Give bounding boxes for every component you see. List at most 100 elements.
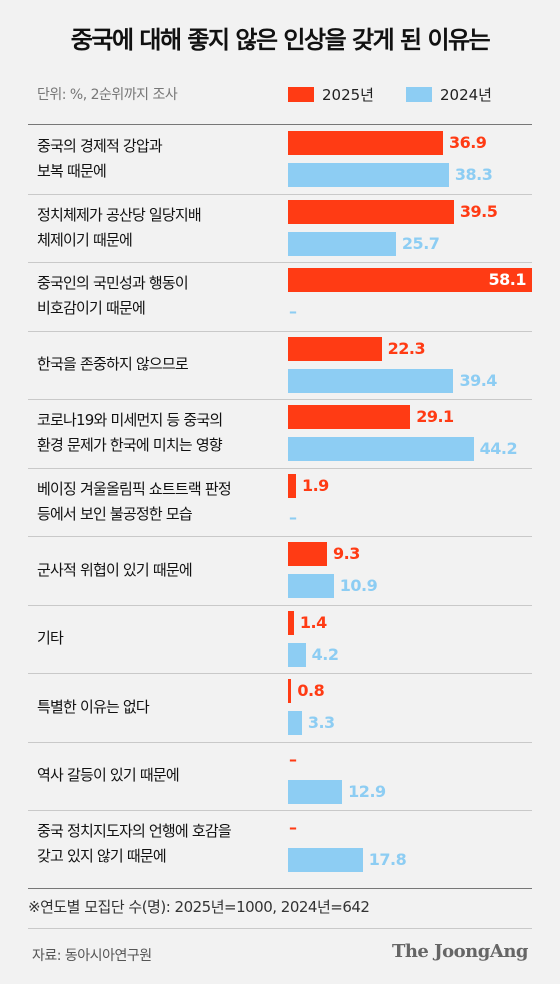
chart-row: 군사적 위협이 있기 때문에 9.3 10.9 <box>28 536 532 605</box>
bar <box>288 268 532 293</box>
data-label: 39.5 <box>459 201 498 221</box>
category-label-line: 군사적 위협이 있기 때문에 <box>37 560 193 579</box>
bar <box>288 711 302 736</box>
chart-title: 중국에 대해 좋지 않은 인상을 갖게 된 이유는 <box>70 26 491 54</box>
bar <box>288 473 296 498</box>
row-divider <box>28 330 532 332</box>
chart-row: 중국 정치지도자의 언행에 호감을 갖고 있지 않기 때문에 –17.8 <box>28 810 532 879</box>
data-label: 25.7 <box>401 233 440 253</box>
bar <box>288 231 396 256</box>
bar <box>288 131 443 156</box>
legend-item-2025: 2025년 <box>288 84 374 105</box>
row-divider <box>28 262 532 263</box>
bottom-rule <box>28 888 532 889</box>
category-label: 기타 <box>37 626 277 651</box>
data-label: – <box>289 749 297 769</box>
data-label: 1.4 <box>299 612 327 632</box>
chart-row: 기타 1.4 4.2 <box>28 605 532 674</box>
legend-swatch-2025 <box>288 87 314 102</box>
row-divider <box>28 399 532 400</box>
chart-row: 특별한 이유는 없다 0.8 3.3 <box>28 673 532 742</box>
unit-note: 단위: %, 2순위까지 조사 <box>37 87 178 103</box>
data-label: – <box>289 302 297 322</box>
bar <box>288 542 328 567</box>
data-label: 44.2 <box>479 439 518 459</box>
bar <box>288 848 363 873</box>
data-label: 0.8 <box>297 681 325 701</box>
bar <box>288 199 454 224</box>
data-label: – <box>289 818 297 838</box>
category-label: 특별한 이유는 없다 <box>37 695 277 720</box>
footnote: ※연도별 모집단 수(명): 2025년=1000, 2024년=642 <box>28 898 370 916</box>
chart-row: 역사 갈등이 있기 때문에 – 12.9 <box>28 742 532 811</box>
bar <box>288 405 411 430</box>
row-divider <box>28 193 532 195</box>
data-label: 9.3 <box>333 544 360 564</box>
footer-rule <box>28 928 532 929</box>
category-label-line: 정치체제가 공산당 일당지배 <box>37 205 202 224</box>
category-label-line: 갖고 있지 않기 때문에 <box>37 847 167 866</box>
data-label: 39.4 <box>459 370 497 390</box>
category-label-line: 중국 정치지도자의 언행에 호감을 <box>37 822 232 841</box>
data-label: 36.9 <box>448 133 487 153</box>
row-divider <box>28 536 532 537</box>
legend-label-2025: 2025년 <box>322 86 374 104</box>
data-label: 3.3 <box>307 713 335 733</box>
chart-row: 한국을 존중하지 않으므로 22.3 39.4 <box>28 331 532 400</box>
row-divider <box>28 741 532 743</box>
row-divider <box>28 673 532 674</box>
row-divider <box>28 604 532 606</box>
chart-row: 베이징 겨울올림픽 쇼트트랙 판정 등에서 보인 불공정한 모습 1.9– <box>28 468 532 537</box>
bar <box>288 642 306 667</box>
bar <box>288 336 382 361</box>
row-divider <box>28 810 532 811</box>
category-label-line: 중국의 경제적 강압과 <box>37 137 163 156</box>
data-label: 58.1 <box>488 270 527 290</box>
category-label-line: 기타 <box>37 629 64 648</box>
category-label-line: 환경 문제가 한국에 미치는 영향 <box>37 436 223 455</box>
top-rule <box>28 124 532 125</box>
data-label: 10.9 <box>339 576 378 596</box>
brand-logo: The JoongAng <box>391 941 529 962</box>
legend-item-2024: 2024년 <box>406 84 492 105</box>
category-label-line: 등에서 보인 불공정한 모습 <box>37 504 193 523</box>
bar <box>288 679 292 704</box>
source-text: 자료: 동아시아연구원 <box>32 948 152 964</box>
category-label-line: 역사 갈등이 있기 때문에 <box>37 766 180 785</box>
bar <box>288 610 294 635</box>
category-label-line: 한국을 존중하지 않으므로 <box>37 355 189 374</box>
bar <box>288 779 343 804</box>
category-label-line: 중국인의 국민성과 행동이 <box>37 274 189 293</box>
row-divider <box>28 467 532 469</box>
category-label: 역사 갈등이 있기 때문에 <box>37 763 277 788</box>
category-label: 한국을 존중하지 않으므로 <box>37 352 277 377</box>
data-label: 29.1 <box>416 407 454 427</box>
data-label: – <box>289 507 297 527</box>
category-label-line: 비호감이기 때문에 <box>37 299 146 318</box>
category-label-line: 코로나19와 미세먼지 등 중국의 <box>37 411 223 430</box>
bar <box>288 163 449 188</box>
data-label: 4.2 <box>311 644 339 664</box>
bar <box>288 368 454 393</box>
legend-swatch-2024 <box>406 87 432 102</box>
data-label: 38.3 <box>454 165 493 185</box>
category-label-line: 베이징 겨울올림픽 쇼트트랙 판정 <box>37 479 232 498</box>
category-label: 군사적 위협이 있기 때문에 <box>37 558 277 583</box>
data-label: 12.9 <box>348 781 386 801</box>
bar <box>288 437 474 462</box>
category-label-line: 체제이기 때문에 <box>37 230 133 249</box>
legend-label-2024: 2024년 <box>440 86 492 104</box>
data-label: 17.8 <box>368 850 407 870</box>
category-label-line: 보복 때문에 <box>37 162 107 181</box>
bar <box>288 574 334 599</box>
